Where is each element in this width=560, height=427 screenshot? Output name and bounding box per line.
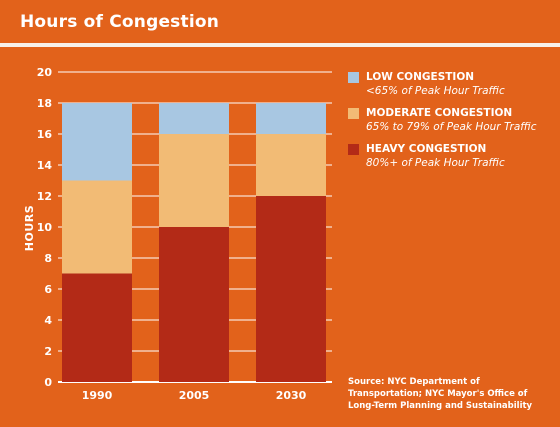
y-tick-label: 10 — [37, 221, 53, 234]
legend-item-moderate: MODERATE CONGESTION 65% to 79% of Peak H… — [348, 106, 553, 134]
bar-segment — [256, 134, 326, 196]
legend-subtitle: 80%+ of Peak Hour Traffic — [366, 157, 505, 169]
legend-item-low: LOW CONGESTION <65% of Peak Hour Traffic — [348, 70, 553, 98]
legend: LOW CONGESTION <65% of Peak Hour Traffic… — [348, 70, 553, 178]
y-tick-label: 16 — [37, 128, 53, 141]
bars — [62, 103, 326, 382]
legend-item-heavy: HEAVY CONGESTION 80%+ of Peak Hour Traff… — [348, 142, 553, 170]
legend-title: HEAVY CONGESTION — [366, 143, 487, 155]
legend-subtitle: <65% of Peak Hour Traffic — [366, 85, 505, 97]
x-tick-label: 1990 — [82, 389, 113, 402]
y-tick-label: 14 — [37, 159, 53, 172]
y-tick-label: 4 — [44, 314, 52, 327]
legend-swatch-moderate — [348, 108, 359, 119]
y-axis-label: HOURS — [23, 205, 36, 251]
bar-segment — [159, 227, 229, 382]
legend-subtitle: 65% to 79% of Peak Hour Traffic — [366, 121, 537, 133]
y-tick-label: 12 — [37, 190, 52, 203]
axes: 0 2 4 6 8 10 12 14 16 18 20 1990 2005 2030 — [37, 66, 307, 402]
chart-title: Hours of Congestion — [20, 12, 220, 32]
y-tick-label: 2 — [44, 345, 52, 358]
x-tick-label: 2030 — [276, 389, 307, 402]
bar-segment — [62, 273, 132, 382]
y-tick-label: 20 — [37, 66, 53, 79]
bar-segment — [62, 103, 132, 181]
legend-title: LOW CONGESTION — [366, 71, 475, 83]
y-tick-label: 0 — [44, 376, 52, 389]
legend-swatch-low — [348, 72, 359, 83]
bar-segment — [256, 196, 326, 382]
title-divider — [0, 43, 560, 47]
bar-segment — [159, 134, 229, 227]
legend-swatch-heavy — [348, 144, 359, 155]
y-tick-label: 18 — [37, 97, 52, 110]
legend-title: MODERATE CONGESTION — [366, 107, 513, 119]
bar-segment — [256, 103, 326, 134]
source-note: Source: NYC Department of Transportation… — [348, 377, 533, 411]
bar-segment — [62, 180, 132, 274]
y-tick-label: 6 — [44, 283, 52, 296]
y-tick-label: 8 — [44, 252, 52, 265]
bar-segment — [159, 103, 229, 134]
x-tick-label: 2005 — [179, 389, 210, 402]
